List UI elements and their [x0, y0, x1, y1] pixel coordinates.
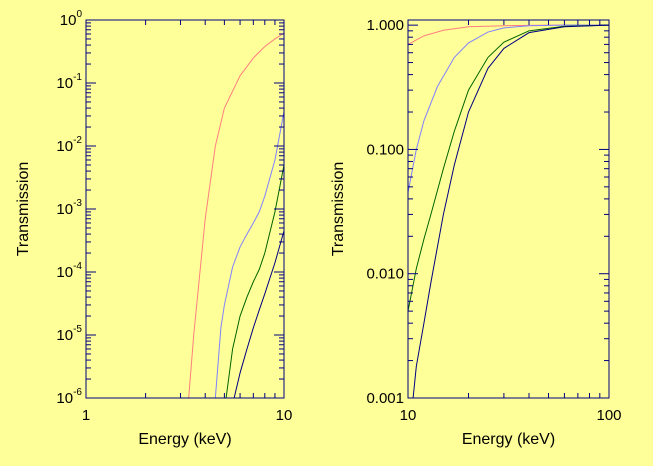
- y-tick-label: 10-4: [56, 261, 82, 281]
- plot-frame: [85, 19, 285, 399]
- y-tick-label: 0.001: [366, 390, 404, 407]
- y-tick-label: 10-6: [56, 387, 82, 407]
- series-line-3: [408, 24, 609, 312]
- series-line-1: [408, 24, 609, 45]
- x-tick-label: 100: [596, 407, 621, 424]
- series-line-2: [214, 111, 284, 398]
- x-tick-label: 10: [276, 407, 293, 424]
- y-tick-label: 10-2: [56, 135, 82, 155]
- y-tick-label: 0.010: [366, 266, 404, 283]
- y-tick-label: 10-3: [56, 198, 82, 218]
- x-axis-title: Energy (keV): [138, 431, 231, 448]
- series-line-2: [408, 24, 609, 193]
- series-line-1: [188, 32, 284, 398]
- y-tick-label: 1.000: [366, 17, 404, 34]
- x-axis-title: Energy (keV): [462, 431, 555, 448]
- x-tick-label: 10: [400, 407, 417, 424]
- series-line-3: [225, 164, 284, 398]
- y-tick-label: 0.100: [366, 141, 404, 158]
- y-tick-label: 100: [60, 9, 83, 29]
- y-axis-title: Transmission: [15, 162, 32, 257]
- y-tick-label: 10-5: [56, 324, 82, 344]
- plot-frame: [407, 19, 610, 399]
- chart-panel-2: 10 100 0.001 0.010 0.100 1.000 Energy (keV) Tra…: [330, 17, 622, 448]
- x-tick-label: 1: [82, 407, 90, 424]
- series-line-4: [233, 230, 284, 398]
- y-tick-label: 10-1: [56, 72, 82, 92]
- y-axis-title: Transmission: [330, 162, 347, 257]
- chart-panel-1: 1 10 10-6 10-5 10-4 10-3 10-2 10-1 100 Energy (ke…: [15, 9, 292, 448]
- series-line-4: [412, 24, 609, 398]
